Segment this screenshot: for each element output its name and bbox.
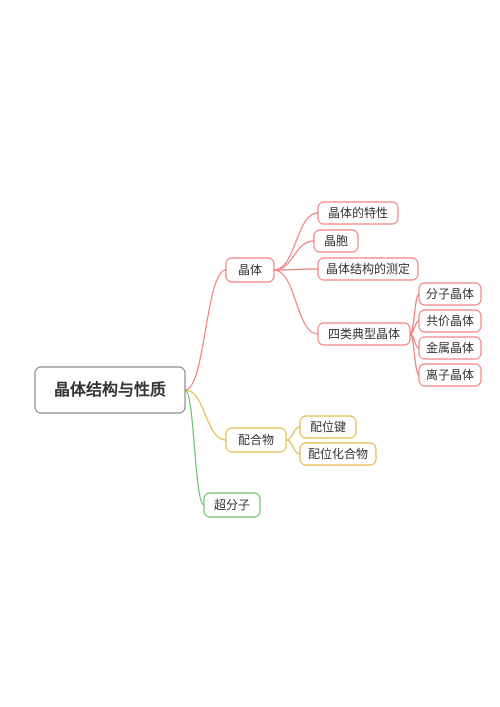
node-b1d4: 离子晶体 (419, 364, 481, 386)
node-b1: 晶体 (226, 258, 274, 282)
node-b2b: 配位化合物 (300, 443, 376, 465)
node-b1d1: 分子晶体 (419, 283, 481, 305)
node-root: 晶体结构与性质 (35, 367, 185, 413)
node-label-b1b: 晶胞 (324, 234, 348, 248)
node-label-b1d: 四类典型晶体 (328, 327, 400, 341)
mindmap-canvas: 晶体结构与性质 晶体 晶体的特性晶胞晶体结构的测定四类典型晶体 分子晶体共价晶体金属晶… (0, 0, 500, 707)
node-label-b1d2: 共价晶体 (426, 314, 474, 328)
node-b2: 配合物 (226, 428, 286, 452)
node-label-b3: 超分子 (214, 497, 250, 512)
node-b1d: 四类典型晶体 (318, 323, 410, 345)
node-label-b2b: 配位化合物 (308, 446, 368, 461)
node-b1b: 晶胞 (314, 230, 358, 252)
node-b1d3: 金属晶体 (419, 337, 481, 359)
node-label-b2a: 配位键 (310, 419, 346, 434)
node-b3: 超分子 (204, 493, 260, 517)
node-b2a: 配位键 (300, 416, 356, 438)
edge-root-b3 (185, 390, 204, 505)
node-label-b1d4: 离子晶体 (426, 367, 474, 382)
node-b1d2: 共价晶体 (419, 310, 481, 332)
node-label-b1d1: 分子晶体 (426, 287, 474, 301)
node-label-b1a: 晶体的特性 (328, 205, 388, 220)
node-label-root: 晶体结构与性质 (54, 380, 166, 399)
node-b1c: 晶体结构的测定 (318, 258, 418, 280)
edge-b1-b1d (274, 270, 318, 334)
node-b1a: 晶体的特性 (318, 202, 398, 224)
edge-root-b1 (185, 270, 226, 390)
node-label-b2: 配合物 (238, 432, 274, 447)
node-label-b1d3: 金属晶体 (426, 340, 474, 355)
node-label-b1: 晶体 (238, 263, 262, 277)
edge-b2-b2a (286, 427, 300, 440)
edge-b2-b2b (286, 440, 300, 454)
node-label-b1c: 晶体结构的测定 (326, 261, 410, 276)
